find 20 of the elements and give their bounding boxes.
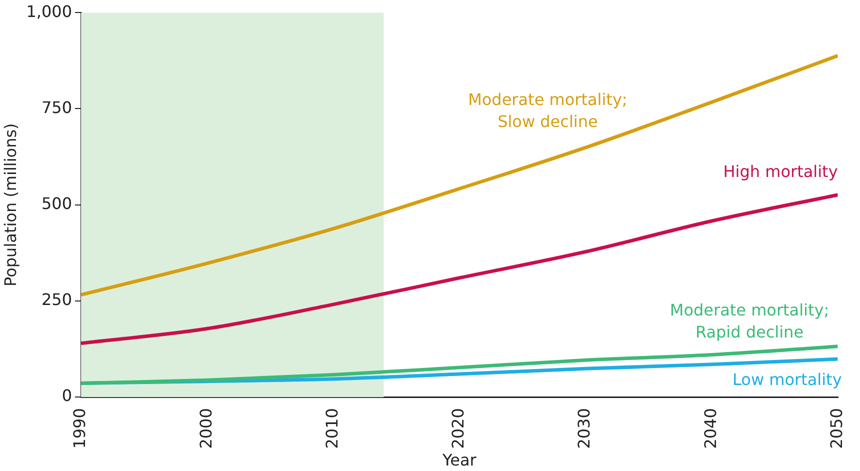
- series-label: Low mortality: [732, 370, 842, 390]
- x-tick-label: 1990: [70, 408, 90, 449]
- y-tick-label: 250: [41, 290, 72, 310]
- x-tick-label: 2030: [574, 408, 594, 449]
- x-tick-label: 2020: [448, 408, 468, 449]
- x-tick-label: 2010: [322, 408, 342, 449]
- series-label: Moderate mortality; Slow decline: [468, 90, 628, 132]
- line-series: [81, 54, 838, 297]
- x-axis-title: Year: [441, 450, 477, 470]
- y-tick-label: 0: [62, 386, 72, 406]
- line-series: [81, 193, 838, 346]
- y-tick-label: 500: [41, 194, 72, 213]
- y-tick-label: 1,000: [26, 2, 72, 21]
- x-tick-label: 2040: [700, 408, 720, 449]
- y-axis-title: Population (millions): [0, 123, 20, 286]
- y-tick-label: 750: [41, 98, 72, 117]
- series-label: High mortality: [723, 162, 838, 181]
- series-label: Moderate mortality; Rapid decline: [670, 300, 830, 342]
- x-tick-label: 2000: [196, 408, 216, 449]
- x-tick-label: 2050: [826, 408, 846, 449]
